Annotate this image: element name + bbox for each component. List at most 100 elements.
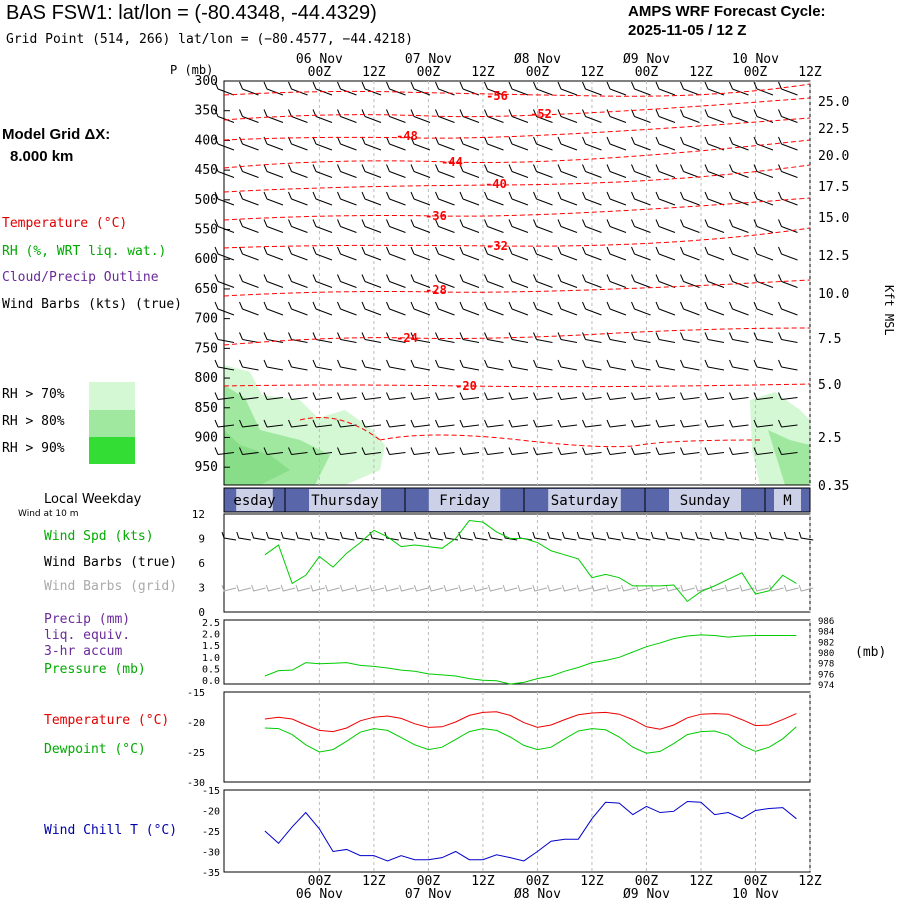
cross-section-wind-barb [459,109,480,123]
cross-section-wind-barb [239,246,259,261]
grid-spacing-value: 8.000 km [10,148,74,165]
cross-section-wind-barb [459,81,480,96]
pressure-tick-label: 500 [195,193,218,208]
cross-section-wind-barb [459,332,480,343]
cross-section-wind-barb [508,219,529,233]
temperature-contour [223,227,811,249]
top-time-label: 00Z [635,65,659,80]
cross-section-wind-barb [239,274,259,288]
rh90-label: RH > 90% [2,441,65,456]
cross-section-wind-barb [435,419,455,428]
cross-section-wind-barb [680,109,700,123]
cross-section-wind-barb [263,246,284,261]
cross-section-wind-barb [655,136,676,151]
wind-barb-true [561,531,577,541]
cross-section-wind-barb [729,191,749,206]
wind-barb-true [325,531,340,541]
weekday-label: Friday [439,493,490,509]
weekday-label: Thursday [311,493,378,509]
wind-barb-true [280,531,296,541]
wind-barb-true [650,531,666,541]
cross-section-wind-barb [312,447,333,455]
wind-barb-grid [591,584,607,592]
cross-section-wind-barb [386,246,406,261]
wind-barb-true [591,531,607,541]
wind-barb-true [769,531,784,541]
cross-section-wind-barb [606,419,627,428]
height-tick-label: 22.5 [818,122,849,137]
cross-section-wind-barb [680,164,700,178]
cross-section-wind-barb [729,219,749,233]
cross-section-wind-barb [778,419,798,428]
cross-section-wind-barb [606,301,627,316]
temperature-contour [223,117,811,141]
cross-section-wind-barb [386,81,406,96]
cross-section-wind-barb [288,274,308,288]
station-title: BAS FSW1: lat/lon = (-80.4348, -44.4329) [6,2,377,24]
temperature-contour [223,197,811,221]
cross-section-wind-barb [312,164,333,178]
cross-section-wind-barb [239,359,259,371]
cross-section-wind-barb [459,136,480,151]
wind-barb-true [724,531,740,541]
wind-barb-grid [487,584,503,592]
legend-cloud-outline: Cloud/Precip Outline [2,270,159,285]
grid-point-subtitle: Grid Point (514, 266) lat/lon = (−80.457… [6,32,413,47]
cross-section-wind-barb [680,274,700,288]
height-tick-label: 5.0 [818,378,841,393]
top-time-label: 00Z [417,65,441,80]
cross-section-wind-barb [655,109,676,123]
wind-barb-true [458,531,473,541]
weekday-highlight [669,489,741,511]
cross-section-wind-barb [704,392,725,400]
cross-section-wind-barb [753,164,774,178]
weekday-highlight [548,489,621,511]
cross-section-wind-barb [288,419,308,428]
cross-section-wind-barb [557,274,578,288]
cross-section-wind-barb [508,359,529,371]
cross-section-wind-barb [704,246,725,261]
rh70-swatch [89,382,135,410]
cross-section-wind-barb [361,274,382,288]
wind-barb-grid [650,584,666,592]
wind-barb-grid [236,584,251,592]
cross-section-wind-barb [753,219,774,233]
cross-section-wind-barb [704,359,725,371]
windchill-label: Wind Chill T (°C) [44,823,178,838]
cross-section-wind-barb [459,164,480,178]
cross-section-wind-barb [410,81,431,96]
temperature-tick-label: -30 [187,778,205,789]
wind-barb-grid [265,584,281,592]
cross-section-wind-barb [729,164,749,178]
wind-barb-true [798,531,814,541]
cross-section-wind-barb [410,219,431,233]
cross-section-wind-barb [288,219,308,233]
dewpoint-line [264,726,797,754]
wind-barb-grid [251,584,266,592]
wind-barb-true [547,531,562,541]
cross-section-wind-barb [239,447,259,455]
cross-section-wind-barb [361,191,382,206]
cross-section-wind-barb [778,274,798,288]
cross-section-wind-barb [386,191,406,206]
top-time-label: 12Z [689,65,713,80]
cross-section-wind-barb [582,136,602,151]
cross-section-wind-barb [410,301,431,316]
cross-section-wind-barb [533,359,553,371]
wind-barb-true [754,531,769,541]
cross-section-wind-barb [533,447,553,455]
weekday-highlight [428,489,501,511]
windchill-line [264,800,797,862]
cross-section-wind-barb [361,419,382,428]
windchill-tick-label: -35 [202,868,220,879]
cross-section-wind-barb [484,109,504,123]
cross-section-wind-barb [753,447,774,455]
pressure-tick-label: 974 [818,681,834,691]
cross-section-wind-barb [631,81,651,96]
cross-section-wind-barb [753,301,774,316]
cross-section-wind-barb [729,246,749,261]
cross-section-wind-barb [263,109,284,123]
cross-section-wind-barb [778,191,798,206]
cross-section-wind-barb [484,359,504,371]
